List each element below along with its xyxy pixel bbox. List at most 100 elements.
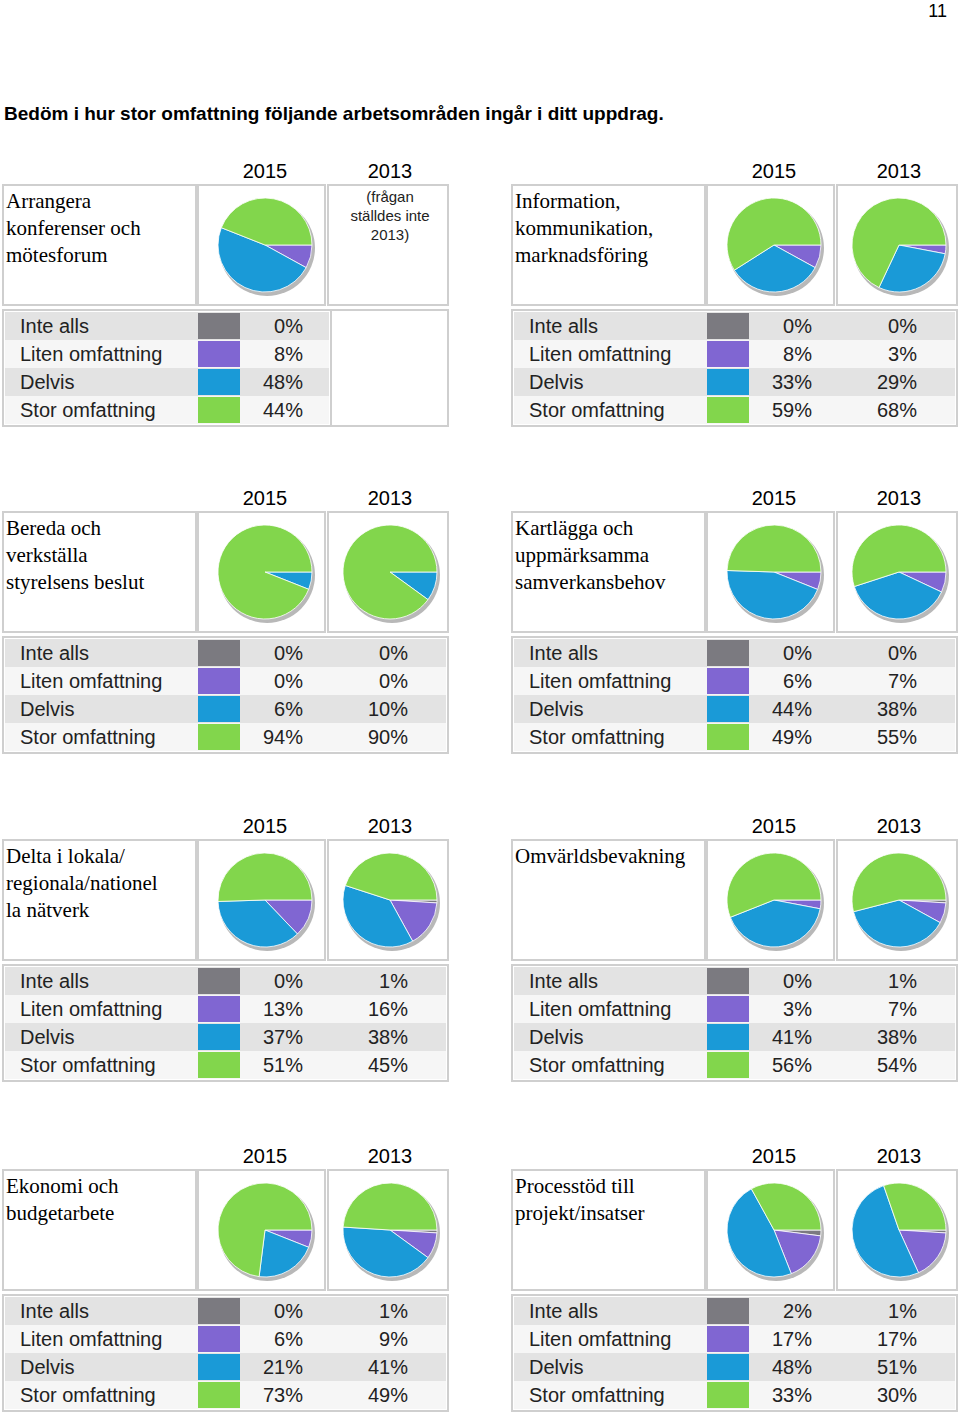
value-label: 17%	[772, 1328, 812, 1350]
chart-title: Bereda ochverkställastyrelsens beslut	[6, 516, 144, 594]
panel: Omvärldsbevakning20152013Inte alls0%1%Li…	[512, 815, 957, 1081]
legend-swatch	[198, 1382, 240, 1408]
category-label: Inte alls	[529, 315, 598, 337]
pie-cell	[328, 840, 448, 960]
category-label: Inte alls	[20, 970, 89, 992]
category-label: Delvis	[529, 1356, 583, 1378]
value-label: 3%	[783, 998, 812, 1020]
page: 11Bedöm i hur stor omfattning följande a…	[0, 0, 960, 1421]
pie-cell	[198, 512, 325, 632]
heading: Bedöm i hur stor omfattning följande arb…	[4, 103, 664, 124]
value-label: 0%	[888, 642, 917, 664]
pie-cell	[328, 512, 448, 632]
value-label: 1%	[379, 970, 408, 992]
table-row	[5, 1353, 446, 1381]
value-label: 41%	[772, 1026, 812, 1048]
pie-slice	[727, 198, 821, 270]
value-label: 73%	[263, 1384, 303, 1406]
panel: Processtöd tillprojekt/insatser20152013I…	[512, 1145, 957, 1411]
title-cell	[512, 840, 705, 960]
table-row	[514, 967, 955, 995]
pie	[218, 1183, 315, 1281]
pie-slice	[727, 571, 818, 619]
legend-swatch	[198, 696, 240, 722]
value-label: 8%	[274, 343, 303, 365]
category-label: Inte alls	[20, 642, 89, 664]
value-label: 49%	[368, 1384, 408, 1406]
category-label: Delvis	[20, 1026, 74, 1048]
pie	[727, 198, 824, 296]
category-label: Stor omfattning	[20, 1384, 156, 1406]
value-label: 0%	[274, 1300, 303, 1322]
table-row	[5, 723, 446, 751]
annotation: (fråganställdes inte2013)	[350, 188, 429, 243]
table-row	[514, 1297, 955, 1325]
value-label: 38%	[877, 1026, 917, 1048]
pie-cell	[837, 512, 957, 632]
legend-swatch	[198, 1052, 240, 1078]
table-row	[5, 695, 446, 723]
legend-swatch	[198, 369, 240, 395]
value-label: 68%	[877, 399, 917, 421]
pie-slice	[852, 853, 946, 912]
pie-cell	[707, 840, 834, 960]
value-label: 38%	[877, 698, 917, 720]
pie-cell	[837, 840, 957, 960]
panel: Kartlägga ochuppmärksammasamverkansbehov…	[512, 487, 957, 753]
pie-slice	[751, 1183, 821, 1230]
category-label: Inte alls	[529, 642, 598, 664]
legend-swatch	[707, 397, 749, 423]
pie-slice	[852, 525, 946, 587]
legend-swatch	[198, 1354, 240, 1380]
value-label: 49%	[772, 726, 812, 748]
pie-cell	[198, 840, 325, 960]
pie-cell	[837, 185, 957, 305]
category-label: Delvis	[529, 371, 583, 393]
value-label: 44%	[263, 399, 303, 421]
value-label: 1%	[379, 1300, 408, 1322]
category-label: Delvis	[20, 371, 74, 393]
table-row	[514, 340, 955, 368]
category-label: Inte alls	[20, 1300, 89, 1322]
title-cell	[512, 185, 705, 305]
table-row	[514, 1381, 955, 1409]
pie-cell	[707, 512, 834, 632]
chart-title: Ekonomi ochbudgetarbete	[6, 1174, 119, 1225]
category-label: Liten omfattning	[529, 1328, 671, 1350]
pie-cell	[328, 1170, 448, 1290]
table-frame	[3, 1295, 448, 1411]
title-cell	[512, 512, 705, 632]
year-label: 2013	[368, 487, 413, 509]
pie	[727, 525, 824, 623]
pie	[218, 853, 315, 951]
table-frame	[512, 637, 957, 753]
year-label: 2015	[243, 815, 288, 837]
value-label: 44%	[772, 698, 812, 720]
legend-swatch	[198, 996, 240, 1022]
pie-slice	[727, 853, 821, 917]
table-frame	[3, 310, 331, 426]
pie-cell	[198, 1170, 325, 1290]
panel: Delta i lokala/regionala/nationella nätv…	[3, 815, 448, 1081]
table-row	[5, 1325, 446, 1353]
legend-swatch	[198, 968, 240, 994]
pie-slice	[218, 853, 312, 901]
pie-slice	[218, 900, 297, 947]
value-label: 54%	[877, 1054, 917, 1076]
legend-swatch	[707, 1354, 749, 1380]
pie	[852, 1183, 949, 1281]
pie	[218, 525, 315, 623]
year-label: 2013	[877, 815, 922, 837]
table-frame	[3, 965, 448, 1081]
table-row	[514, 723, 955, 751]
legend-swatch	[707, 1298, 749, 1324]
legend-swatch	[707, 369, 749, 395]
table-row	[5, 995, 446, 1023]
pie	[852, 198, 949, 296]
pie-slice	[727, 525, 821, 572]
table-row	[514, 1325, 955, 1353]
legend-swatch	[198, 1298, 240, 1324]
year-label: 2015	[243, 160, 288, 182]
year-label: 2015	[243, 1145, 288, 1167]
legend-swatch	[198, 341, 240, 367]
